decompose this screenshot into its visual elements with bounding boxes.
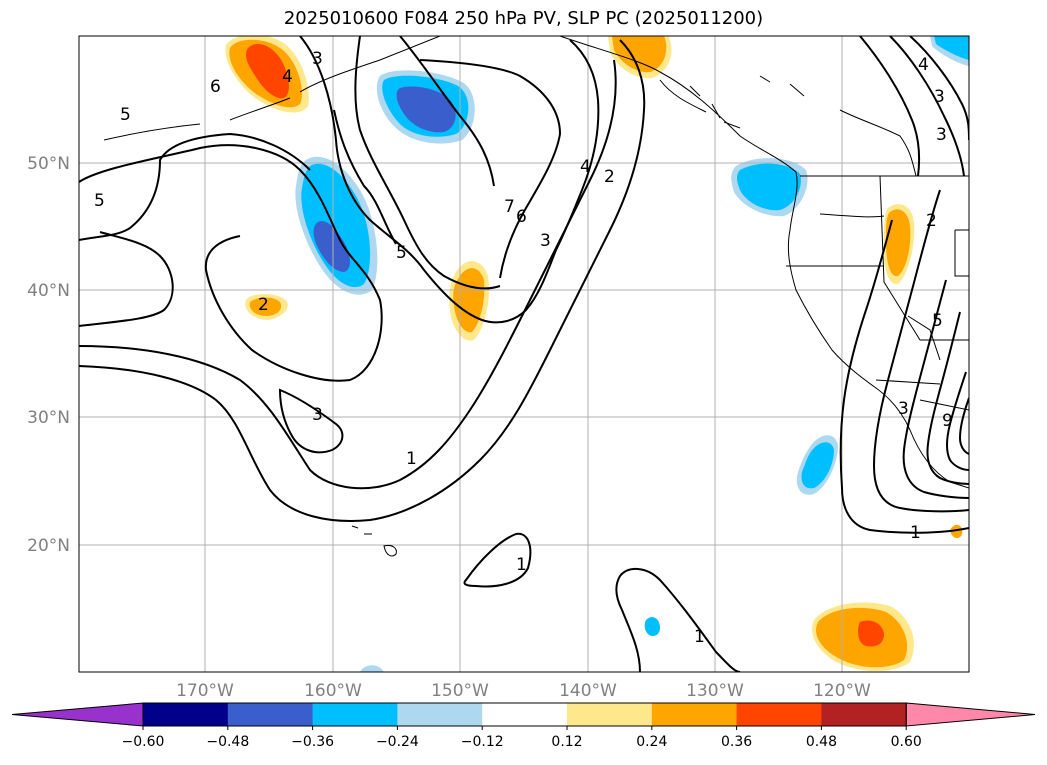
colorbar-tick-label: 0.24 bbox=[636, 734, 667, 750]
colorbar-extend-high bbox=[905, 702, 1036, 727]
colorbar-tick-label: −0.12 bbox=[461, 734, 504, 750]
contour-label: 4 bbox=[918, 55, 929, 75]
lon-label: 140°W bbox=[559, 681, 617, 701]
colorbar-swatch bbox=[821, 703, 907, 726]
colorbar-tick-label: −0.48 bbox=[206, 734, 249, 750]
colorbar-tick-label: −0.24 bbox=[376, 734, 419, 750]
colorbar-swatch bbox=[312, 703, 398, 726]
colorbar-swatch bbox=[397, 703, 483, 726]
colorbar-tick-label: 0.48 bbox=[806, 734, 837, 750]
lat-label: 20°N bbox=[27, 536, 70, 556]
colorbar-swatch bbox=[651, 703, 738, 726]
colorbar-tick-label: −0.36 bbox=[291, 734, 334, 750]
contour-label: 5 bbox=[94, 191, 105, 211]
contour-label: 4 bbox=[580, 157, 591, 177]
colorbar-swatch bbox=[227, 703, 314, 726]
pv-negative-anomaly-subtropical bbox=[796, 435, 838, 495]
contour-label: 2 bbox=[604, 167, 615, 187]
contour-label: 7 bbox=[504, 197, 515, 217]
lon-label: 120°W bbox=[813, 681, 871, 701]
contour-label: 3 bbox=[934, 87, 945, 107]
pv-negative-anomaly-speck bbox=[644, 617, 660, 636]
latitude-labels: 50°N 40°N 30°N 20°N bbox=[27, 154, 70, 556]
contour-label: 1 bbox=[694, 627, 705, 647]
contour-label: 1 bbox=[516, 555, 527, 575]
colorbar-tick-label: 0.12 bbox=[551, 734, 582, 750]
contour-label: 3 bbox=[312, 49, 323, 69]
coastlines bbox=[103, 36, 969, 557]
pv-positive-anomaly-small-west bbox=[245, 294, 288, 320]
contour-label: 3 bbox=[936, 125, 947, 145]
map-frame bbox=[78, 35, 970, 673]
contour-label: 1 bbox=[910, 523, 921, 543]
colorbar-tick-label: −0.60 bbox=[122, 734, 165, 750]
contour-label: 3 bbox=[540, 231, 551, 251]
pv-positive-anomaly-alaska-gulf bbox=[225, 36, 309, 113]
map-area: 6 3 4 5 5 2 5 7 6 4 2 3 3 1 1 1 1 3 2 5 … bbox=[79, 36, 969, 672]
contour-label: 3 bbox=[312, 405, 323, 425]
pv-negative-anomaly-north bbox=[376, 70, 475, 144]
pv-negative-anomaly-ne-corner bbox=[930, 36, 969, 66]
contour-label: 2 bbox=[926, 211, 937, 231]
pv-negative-anomaly-pacific-nw bbox=[731, 158, 808, 217]
lon-label: 170°W bbox=[176, 681, 234, 701]
colorbar: −0.60 −0.48 −0.36 −0.24 −0.12 0.12 0.24 0.36 0.4… bbox=[11, 702, 1036, 750]
lon-label: 130°W bbox=[686, 681, 744, 701]
contour-label: 2 bbox=[258, 295, 269, 315]
contour-label: 4 bbox=[282, 67, 293, 87]
colorbar-extend-low bbox=[11, 702, 144, 727]
longitude-labels: 170°W 160°W 150°W 140°W 130°W 120°W bbox=[176, 681, 871, 701]
map-title: 2025010600 F084 250 hPa PV, SLP PC (2025… bbox=[283, 8, 764, 29]
contour-label: 6 bbox=[210, 77, 221, 97]
slp-contours bbox=[79, 36, 969, 672]
colorbar-tick-label: 0.60 bbox=[891, 734, 922, 750]
colorbar-tick-label: 0.36 bbox=[721, 734, 752, 750]
colorbar-swatch bbox=[567, 703, 653, 726]
colorbar-swatch bbox=[143, 703, 229, 726]
lat-label: 50°N bbox=[27, 154, 70, 174]
contour-label: 5 bbox=[120, 105, 131, 125]
colorbar-swatch bbox=[482, 703, 568, 726]
contour-label: 9 bbox=[942, 411, 953, 431]
lon-label: 160°W bbox=[304, 681, 362, 701]
contour-label: 6 bbox=[516, 207, 527, 227]
pv-negative-anomaly-bottom-edge bbox=[360, 665, 384, 672]
pv-positive-anomaly-south bbox=[812, 602, 914, 671]
colorbar-frame bbox=[142, 702, 907, 727]
contour-label: 3 bbox=[898, 399, 909, 419]
contour-label: 5 bbox=[932, 311, 943, 331]
contour-label: 5 bbox=[396, 243, 407, 263]
contour-label: 1 bbox=[406, 449, 417, 469]
lat-label: 40°N bbox=[27, 281, 70, 301]
pv-positive-anomaly-speck bbox=[950, 524, 963, 539]
graticule bbox=[79, 36, 969, 672]
lat-label: 30°N bbox=[27, 408, 70, 428]
lon-label: 150°W bbox=[431, 681, 489, 701]
colorbar-swatch bbox=[736, 703, 822, 726]
contour-labels: 6 3 4 5 5 2 5 7 6 4 2 3 3 1 1 1 1 3 2 5 … bbox=[94, 49, 953, 647]
